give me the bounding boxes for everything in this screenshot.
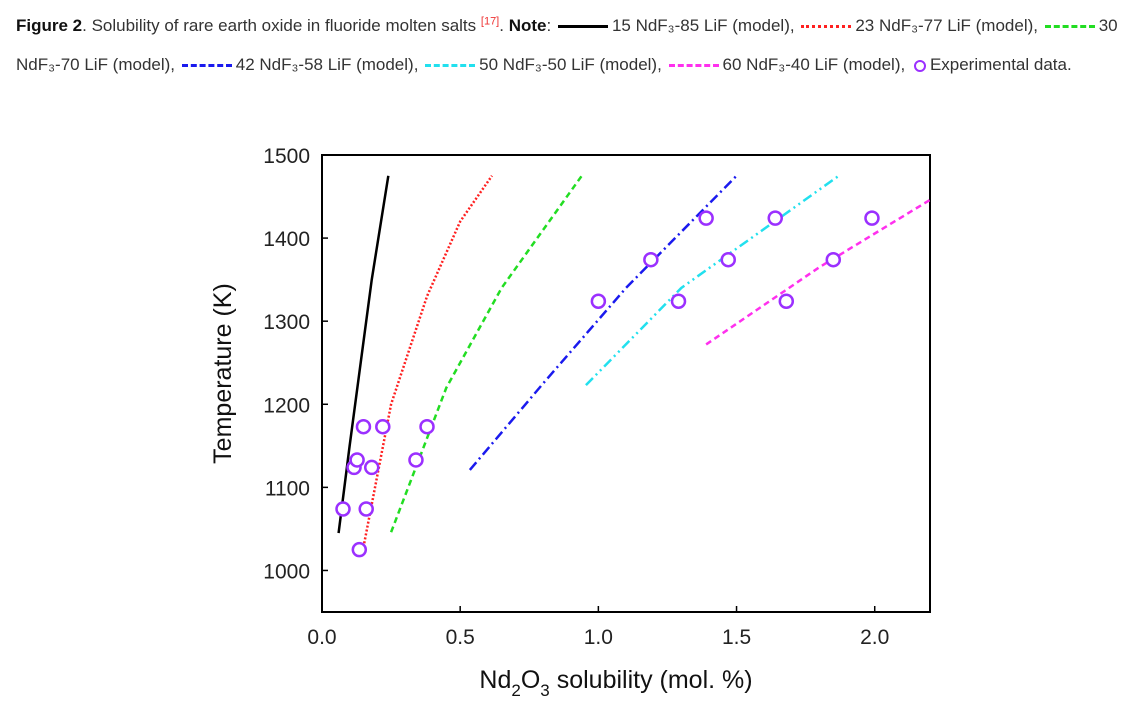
experimental-point <box>767 210 783 226</box>
legend-swatch-icon <box>1044 25 1095 29</box>
figure-caption: Figure 2. Solubility of rare earth oxide… <box>16 15 1118 74</box>
legend-swatch-icon <box>425 64 476 68</box>
experimental-point <box>375 418 391 435</box>
y-tick-label: 1000 <box>263 560 310 583</box>
x-axis-label-part: 3 <box>540 681 549 700</box>
note-label: Note <box>508 16 547 35</box>
experimental-marker-icon <box>913 59 926 72</box>
legend-item: 42 NdF₃-58 LiF (model), <box>235 55 419 74</box>
legend-item: 50 NdF₃-50 LiF (model), <box>479 55 662 74</box>
experimental-point <box>358 501 374 517</box>
experimental-point <box>408 452 424 468</box>
x-axis-label-part: Nd <box>479 666 511 694</box>
experimental-point <box>419 418 435 435</box>
experimental-point <box>335 501 351 517</box>
experimental-point <box>351 541 368 558</box>
caption-text: . Solubility of rare earth oxide in fluo… <box>82 16 481 35</box>
y-tick-label: 1300 <box>263 311 310 334</box>
experimental-point <box>643 251 659 268</box>
y-tick-label: 1100 <box>265 477 310 500</box>
legend-item: 60 NdF₃-40 LiF (model), <box>722 55 906 74</box>
x-axis-label: Nd2O3 solubility (mol. %) <box>479 666 752 700</box>
x-tick-label: 2.0 <box>860 626 889 649</box>
experimental-point <box>349 452 365 468</box>
y-tick-label: 1400 <box>263 228 310 251</box>
experimental-point <box>698 210 714 226</box>
x-axis-label-part: 2 <box>511 681 520 700</box>
experimental-point <box>355 418 372 435</box>
legend-swatch-icon <box>181 64 232 68</box>
legend: 15 NdF₃-85 LiF (model), 23 NdF₃-77 LiF (… <box>16 16 1118 74</box>
y-tick-label: 1500 <box>263 145 310 168</box>
series-line-4 <box>585 174 840 387</box>
legend-swatch-icon <box>668 64 719 68</box>
legend-swatch-icon <box>801 25 852 29</box>
series-line-2 <box>389 175 583 533</box>
experimental-point <box>864 210 880 226</box>
series-line-5 <box>705 197 934 346</box>
legend-experimental: Experimental data. <box>929 55 1072 74</box>
figure-label: Figure 2 <box>16 16 83 35</box>
experimental-point <box>363 459 380 476</box>
citation-link[interactable]: [17] <box>480 15 500 28</box>
experimental-point <box>720 251 737 268</box>
experimental-point <box>590 293 607 309</box>
experimental-point <box>778 293 795 309</box>
experimental-point <box>825 251 842 268</box>
plot-frame <box>321 154 931 613</box>
experimental-point <box>670 293 687 309</box>
x-axis-label-part: O <box>521 666 540 694</box>
y-tick-label: 1200 <box>263 394 310 417</box>
legend-item: 23 NdF₃-77 LiF (model), <box>855 16 1038 35</box>
series-line-0 <box>337 175 390 534</box>
y-axis-label: Temperature (K) <box>209 283 237 464</box>
series-line-3 <box>468 174 738 471</box>
series-line-1 <box>362 175 493 548</box>
legend-item: 30 NdF₃-70 LiF (model), <box>16 16 1118 74</box>
x-axis-label-part: solubility (mol. %) <box>550 666 753 694</box>
x-tick-label: 0.5 <box>446 626 475 649</box>
x-tick-label: 1.5 <box>722 626 751 649</box>
x-tick-label: 0.0 <box>307 626 336 649</box>
legend-swatch-icon <box>557 25 608 29</box>
x-tick-label: 1.0 <box>584 626 613 649</box>
legend-item: 15 NdF₃-85 LiF (model), <box>611 16 795 35</box>
